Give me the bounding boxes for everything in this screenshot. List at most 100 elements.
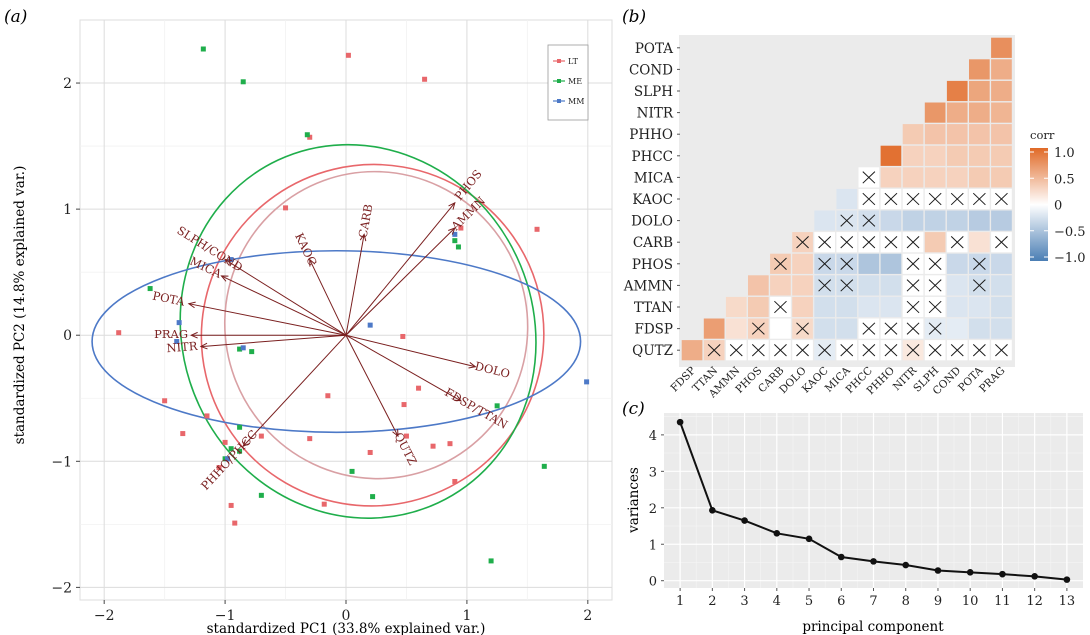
heatmap-cell [880,167,902,188]
scree-point [709,507,716,514]
not-significant-cross [774,257,787,270]
heatmap-row-label: CARB [633,235,673,251]
not-significant-cross [928,322,942,335]
not-significant-cross [928,300,942,314]
y-tick-label: 0 [63,328,72,344]
legend-marker [557,99,561,103]
legend-marker [557,59,561,63]
loading-arrow [224,259,347,336]
x-tick-label: 10 [962,594,979,609]
heatmap-row-label: NITR [637,106,674,122]
arrow-head [359,233,367,242]
arrow-head [448,227,456,235]
x-tick-label: 1 [462,608,471,624]
confidence-ellipse [91,249,582,434]
data-point-lt [400,333,406,339]
data-point-lt [447,441,453,447]
not-significant-cross [972,257,986,270]
heatmap-cell [924,102,946,123]
heatmap-cell [946,167,968,188]
x-tick-label: 13 [1059,594,1076,609]
heatmap-col-label: PRAG [977,365,1007,395]
heatmap-cell [902,124,924,145]
data-point-lt [204,413,210,419]
heatmap-cell [924,124,946,145]
heatmap-cell [991,80,1012,102]
loading-arrow [221,275,347,336]
not-significant-cross [884,322,898,335]
heatmap-cell [880,145,902,166]
not-significant-cross [818,279,832,292]
y-tick-label: −1 [51,454,72,470]
not-significant-cross [928,257,942,270]
not-significant-cross [862,344,876,357]
heatmap-cell [902,167,924,188]
data-point-me [237,448,243,454]
heatmap-x-labels: FDSPTTANAMMNPHOSCARBDOLOKAOCMICAPHCCPHHO… [668,364,1007,401]
x-tick-label: 3 [740,594,748,609]
not-significant-cross [950,344,964,357]
not-significant-cross [972,279,986,292]
scree-point [805,535,813,543]
heatmap-cell [924,232,946,253]
panel-label-b: (b) [622,7,646,27]
y-tick-label: 4 [649,429,657,444]
not-significant-cross [995,236,1008,249]
legend-colorbar [1030,148,1048,261]
heatmap-cell [814,296,835,318]
scree-point [676,418,684,426]
data-point-mm [228,257,234,263]
legend-tick-label: 0.5 [1054,172,1075,187]
x-tick-label: 5 [805,594,813,609]
data-point-lt [307,134,313,140]
y-tick-label: 2 [649,502,657,517]
not-significant-cross [906,300,920,314]
x-tick-label: 9 [934,594,942,609]
arrow-head [392,429,399,438]
heatmap-cell [969,80,990,102]
data-point-me [370,494,376,500]
not-significant-cross [818,257,832,270]
heatmap-cell [924,145,946,166]
heatmap-cell [946,296,968,318]
heatmap-row-label: AMMN [623,278,673,294]
heatmap-cell [969,296,990,318]
legend-label: ME [568,77,582,86]
data-point-mm [584,379,590,385]
data-point-lt [180,431,186,437]
heatmap-cell [880,296,902,318]
arrow-head [199,342,208,350]
heatmap-legend: corr 1.0 0.5 0 −0.5 −1.0 [1030,128,1086,266]
heatmap-cell [946,275,968,296]
not-significant-cross [862,322,876,335]
y-tick-label: 0 [649,575,657,590]
panel-label-a: (a) [4,7,27,27]
not-significant-cross [796,344,809,357]
biplot-legend: LT ME MM [547,44,589,121]
heatmap-row-label: SLPH [634,84,673,100]
data-point-me [488,558,494,564]
heatmap-cell [991,210,1012,231]
data-point-mm [367,322,373,328]
heatmap-cell [991,145,1012,166]
heatmap-cell [969,232,990,253]
heatmap-cell [836,318,858,339]
heatmap-cell [725,318,747,339]
not-significant-cross [862,171,876,184]
not-significant-cross [818,236,832,249]
loading-arrow [200,334,347,348]
not-significant-cross [995,344,1008,357]
biplot-panel: (a) SLPH/CONDMICAPOTAPRAGNITRKAOCCARBPHO… [4,7,613,635]
scree-point [966,569,974,576]
heatmap-row-label: KAOC [632,192,673,208]
data-point-lt [258,433,264,439]
heatmap-cell [770,318,791,339]
not-significant-cross [729,344,743,357]
legend-tick-label: −1.0 [1054,251,1086,266]
data-point-lt [307,436,313,442]
scree-point [870,558,877,565]
data-point-me [237,424,243,430]
heatmap-cell [946,102,968,123]
